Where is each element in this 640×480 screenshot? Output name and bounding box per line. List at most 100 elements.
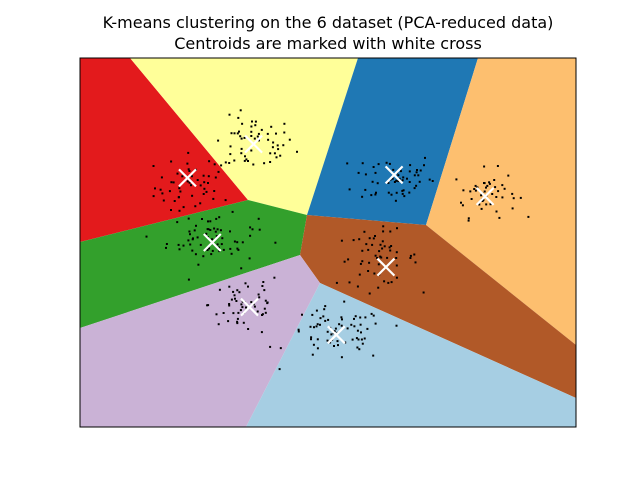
data-point [203,187,206,190]
data-point [241,122,244,125]
data-point [455,178,458,181]
data-point [316,347,319,350]
data-point [497,190,500,193]
data-point [236,317,239,320]
data-point [368,237,371,240]
data-point [253,137,256,140]
data-point [333,345,335,347]
data-point [336,340,339,343]
data-point [519,196,522,199]
data-point [257,217,260,220]
data-point [186,180,189,183]
data-point [397,180,400,183]
data-point [202,255,205,258]
data-point [409,254,412,257]
data-point [236,132,239,135]
data-point [527,215,530,218]
data-point [213,227,216,230]
data-point [274,241,277,244]
data-point [368,261,371,264]
data-point [507,174,510,177]
data-point [312,343,315,346]
data-point [247,285,249,288]
region-blue [307,58,478,225]
data-point [347,258,350,261]
data-point [267,138,270,141]
data-point [189,243,192,246]
data-point [260,128,263,131]
data-point [315,309,318,312]
data-point [279,154,282,157]
data-point [470,198,473,200]
data-point [233,159,236,162]
chart-subtitle: Centroids are marked with white cross [174,34,482,53]
data-point [406,177,408,180]
data-point [195,224,197,227]
data-point [233,132,236,135]
data-point [371,180,374,183]
data-point [152,195,155,198]
data-point [250,149,253,152]
data-point [364,173,367,176]
data-point [213,163,216,166]
data-point [207,220,209,223]
data-point [220,243,223,246]
data-point [353,325,356,328]
data-point [205,190,208,193]
data-point [372,166,375,168]
data-point [358,238,361,241]
data-point [474,184,477,187]
data-point [214,230,217,233]
data-point [374,235,376,237]
data-point [316,323,319,326]
data-point [361,260,364,263]
data-point [275,132,277,135]
data-point [173,200,176,202]
data-point [266,132,269,135]
data-point [208,160,211,163]
data-point [393,181,396,183]
data-point [270,125,273,128]
data-point [243,159,246,162]
data-point [258,228,261,231]
data-point [478,203,481,206]
data-point [357,171,360,174]
data-point [376,182,379,185]
data-point [392,168,395,171]
data-point [240,267,243,270]
data-point [377,163,380,166]
data-point [511,207,514,210]
data-point [271,146,274,149]
data-point [316,338,319,341]
data-point [258,296,261,299]
data-point [350,323,353,326]
data-point [224,161,227,164]
data-point [418,180,421,183]
region-yellow [130,58,358,215]
data-point [359,262,362,265]
data-point [395,276,398,279]
data-point [187,239,190,242]
data-point [408,191,411,194]
data-point [269,152,272,155]
data-point [486,184,489,187]
data-point [413,174,416,177]
data-point [196,179,199,181]
data-point [241,241,244,244]
data-point [370,312,373,315]
data-point [395,191,398,194]
data-point [170,160,173,163]
data-point [196,236,199,239]
data-point [236,247,239,250]
data-point [372,314,375,317]
data-point [378,250,381,253]
data-point [387,281,390,284]
data-point [494,186,497,189]
data-point [237,311,240,314]
data-point [462,189,465,192]
data-point [232,312,235,315]
data-point [218,288,221,291]
data-point [229,247,232,250]
data-point [390,193,393,196]
data-point [301,313,303,316]
